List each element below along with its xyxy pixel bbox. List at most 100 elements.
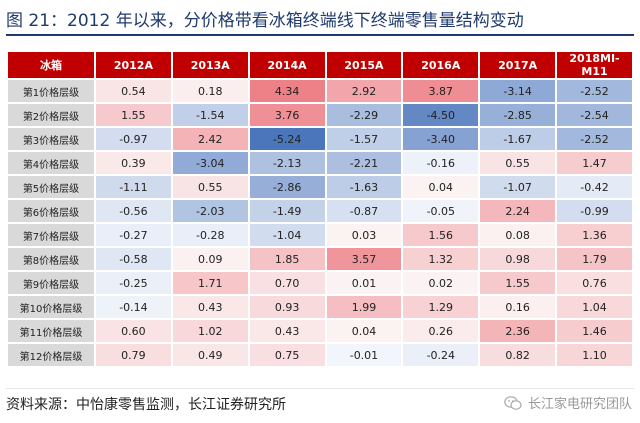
heat-cell: 3.57 — [326, 248, 402, 270]
heat-cell: -0.25 — [96, 272, 171, 294]
heat-cell: -0.58 — [96, 248, 171, 270]
heat-cell: -2.54 — [557, 104, 632, 126]
heat-cell: 0.54 — [96, 80, 171, 102]
heat-cell: 0.76 — [557, 272, 632, 294]
title-underline — [6, 34, 634, 36]
table-row: 第5价格层级 -1.11 0.55 -2.86 -1.63 0.04 -1.07 -0.42 — [8, 176, 632, 198]
row-label: 第2价格层级 — [8, 104, 94, 126]
table-row: 第3价格层级 -0.97 2.42 -5.24 -1.57 -3.40 -1.67 -2.52 — [8, 128, 632, 150]
heat-cell: 2.42 — [172, 128, 248, 150]
heat-cell: 1.46 — [557, 320, 632, 342]
heat-cell: -2.85 — [480, 104, 556, 126]
column-header: 2014A — [249, 52, 325, 78]
column-header: 2018MI-M11 — [557, 52, 632, 78]
heat-cell: 4.34 — [249, 80, 325, 102]
row-label: 第4价格层级 — [8, 152, 94, 174]
heat-cell: 0.39 — [96, 152, 171, 174]
wechat-icon — [504, 395, 522, 410]
heat-cell: -1.54 — [172, 104, 248, 126]
row-label: 第11价格层级 — [8, 320, 94, 342]
table-row: 第1价格层级 0.54 0.18 4.34 2.92 3.87 -3.14 -2.52 — [8, 80, 632, 102]
heat-cell: 0.55 — [172, 176, 248, 198]
heat-cell: 0.03 — [326, 224, 402, 246]
heat-cell: 0.18 — [172, 80, 248, 102]
row-label: 第10价格层级 — [8, 296, 94, 318]
heat-cell: 0.04 — [326, 320, 402, 342]
heat-cell: 0.09 — [172, 248, 248, 270]
heat-cell: -3.04 — [172, 152, 248, 174]
heat-cell: 2.92 — [326, 80, 402, 102]
heat-cell: -1.07 — [480, 176, 556, 198]
row-label: 第12价格层级 — [8, 344, 94, 366]
column-header: 2013A — [172, 52, 248, 78]
heat-cell: 0.93 — [249, 296, 325, 318]
table-row: 第6价格层级 -0.56 -2.03 -1.49 -0.87 -0.05 2.24 -0.99 — [8, 200, 632, 222]
heat-cell: -0.01 — [326, 344, 402, 366]
column-header: 2017A — [480, 52, 556, 78]
heat-cell: 0.43 — [172, 296, 248, 318]
heat-cell: -3.14 — [480, 80, 556, 102]
heat-cell: 3.76 — [249, 104, 325, 126]
heat-cell: 0.43 — [249, 320, 325, 342]
table-row: 第10价格层级 -0.14 0.43 0.93 1.99 1.29 0.16 1.04 — [8, 296, 632, 318]
corner-label: 冰箱 — [8, 52, 94, 78]
heat-cell: 1.55 — [480, 272, 556, 294]
heat-cell: -2.52 — [557, 80, 632, 102]
heat-cell: 0.08 — [480, 224, 556, 246]
column-header: 2012A — [96, 52, 171, 78]
heat-cell: -1.63 — [326, 176, 402, 198]
heat-cell: 3.87 — [403, 80, 479, 102]
heat-cell: -0.16 — [403, 152, 479, 174]
heat-cell: -3.40 — [403, 128, 479, 150]
heat-cell: 1.02 — [172, 320, 248, 342]
heat-cell: -0.28 — [172, 224, 248, 246]
table-row: 第11价格层级 0.60 1.02 0.43 0.04 0.26 2.36 1.46 — [8, 320, 632, 342]
header-row: 冰箱 2012A 2013A 2014A 2015A 2016A 2017A 2018MI-… — [8, 52, 632, 78]
heat-cell: 1.29 — [403, 296, 479, 318]
table-row: 第2价格层级 1.55 -1.54 3.76 -2.29 -4.50 -2.85 -2.54 — [8, 104, 632, 126]
heat-cell: -0.05 — [403, 200, 479, 222]
heat-cell: 1.32 — [403, 248, 479, 270]
heat-cell: -0.24 — [403, 344, 479, 366]
row-label: 第5价格层级 — [8, 176, 94, 198]
heat-cell: 1.56 — [403, 224, 479, 246]
heat-cell: 2.36 — [480, 320, 556, 342]
heat-cell: 1.71 — [172, 272, 248, 294]
heat-cell: -4.50 — [403, 104, 479, 126]
heat-cell: -1.57 — [326, 128, 402, 150]
row-label: 第7价格层级 — [8, 224, 94, 246]
heat-cell: -2.52 — [557, 128, 632, 150]
column-header: 2015A — [326, 52, 402, 78]
heat-cell: 0.70 — [249, 272, 325, 294]
heat-cell: -0.97 — [96, 128, 171, 150]
row-label: 第3价格层级 — [8, 128, 94, 150]
heatmap-table: 冰箱 2012A 2013A 2014A 2015A 2016A 2017A 2018MI-… — [6, 50, 634, 368]
heat-cell: -1.49 — [249, 200, 325, 222]
heat-cell: 0.60 — [96, 320, 171, 342]
heat-cell: 1.47 — [557, 152, 632, 174]
heat-cell: -2.03 — [172, 200, 248, 222]
table-row: 第7价格层级 -0.27 -0.28 -1.04 0.03 1.56 0.08 1.36 — [8, 224, 632, 246]
heat-cell: 1.79 — [557, 248, 632, 270]
heat-cell: 1.85 — [249, 248, 325, 270]
heat-cell: -1.04 — [249, 224, 325, 246]
heat-cell: -1.67 — [480, 128, 556, 150]
heat-cell: 2.24 — [480, 200, 556, 222]
heat-cell: -5.24 — [249, 128, 325, 150]
heat-cell: 0.75 — [249, 344, 325, 366]
row-label: 第6价格层级 — [8, 200, 94, 222]
column-header: 2016A — [403, 52, 479, 78]
heat-cell: 1.04 — [557, 296, 632, 318]
row-label: 第9价格层级 — [8, 272, 94, 294]
heat-cell: 1.10 — [557, 344, 632, 366]
chart-title: 图 21：2012 年以来，分价格带看冰箱终端线下终端零售量结构变动 — [6, 11, 524, 31]
heat-cell: -1.11 — [96, 176, 171, 198]
heat-cell: -0.27 — [96, 224, 171, 246]
heat-cell: -2.13 — [249, 152, 325, 174]
heat-cell: 0.49 — [172, 344, 248, 366]
heat-cell: -0.14 — [96, 296, 171, 318]
heatmap-body: 第1价格层级 0.54 0.18 4.34 2.92 3.87 -3.14 -2.52 第2价格… — [8, 80, 632, 366]
table-row: 第9价格层级 -0.25 1.71 0.70 0.01 0.02 1.55 0.76 — [8, 272, 632, 294]
heat-cell: -2.21 — [326, 152, 402, 174]
heat-cell: 0.04 — [403, 176, 479, 198]
